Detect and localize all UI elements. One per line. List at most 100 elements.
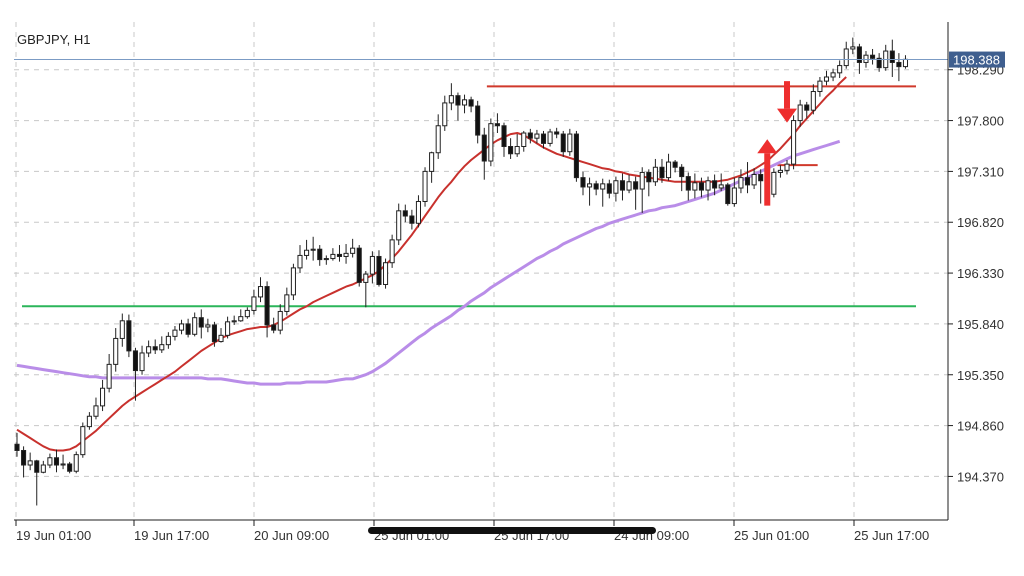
candle [317, 245, 323, 266]
candle-body [369, 255, 375, 275]
candle-body [718, 184, 724, 189]
candle [383, 258, 389, 289]
candle [791, 115, 797, 170]
candle-body [53, 457, 60, 466]
candle [692, 173, 698, 199]
y-tick-label: 197.310 [957, 164, 1004, 179]
y-tick-label: 195.840 [957, 317, 1004, 332]
candle [67, 461, 73, 474]
candle-body [336, 253, 343, 257]
candle-body [205, 324, 211, 328]
scrollbar-thumb[interactable] [368, 527, 656, 534]
candle-body [350, 247, 356, 254]
current-price-tag-label: 198.388 [953, 53, 1000, 68]
candle-body [633, 181, 639, 190]
candle [633, 176, 639, 210]
candle-body [494, 123, 500, 127]
candle [376, 250, 382, 287]
candle [211, 321, 217, 347]
y-axis-ticks: 194.370 194.860 195.350 195.840 196.330 196.8… [948, 63, 1004, 484]
candle [119, 313, 125, 347]
candle [797, 99, 803, 127]
candle-body [198, 317, 204, 328]
candle-body [60, 463, 66, 466]
candle [330, 248, 336, 261]
candle-body [86, 415, 92, 428]
candle-body [271, 324, 277, 331]
candle-body [47, 457, 53, 466]
current-price-tag: 198.388 [949, 51, 1005, 68]
candle-body [810, 91, 816, 111]
candle [659, 158, 665, 183]
candle [481, 127, 487, 180]
candle [146, 340, 152, 358]
candle-body [455, 95, 461, 106]
candle [231, 315, 237, 325]
candle [284, 287, 290, 316]
candle [527, 128, 533, 144]
candle-body [356, 247, 362, 283]
candle [804, 101, 810, 119]
candle [870, 48, 876, 65]
candle [14, 432, 20, 457]
y-tick-label: 194.860 [957, 419, 1004, 434]
candle [47, 453, 53, 469]
candle-body [297, 254, 303, 269]
candle [488, 118, 494, 167]
horizontal-levels [22, 85, 916, 308]
candle [264, 281, 270, 338]
candle [271, 317, 277, 334]
candle-body [573, 133, 579, 179]
candle-body [192, 317, 198, 335]
candle-body [304, 249, 310, 256]
candle-body [692, 182, 698, 191]
candle [744, 162, 751, 194]
candle [619, 173, 626, 201]
candle-body [442, 102, 448, 127]
candle [685, 172, 691, 201]
candle-body [856, 46, 862, 63]
candle [389, 234, 395, 268]
candle-body [554, 131, 560, 135]
candle-body [139, 352, 145, 372]
candle-body [659, 166, 665, 179]
candle-body [626, 181, 632, 191]
y-tick-label: 196.330 [957, 266, 1004, 281]
arrow-shaft [784, 81, 791, 109]
candle-body [889, 50, 895, 63]
candle [93, 397, 99, 420]
candle-body [257, 286, 264, 298]
candle [580, 171, 586, 196]
candle-body [797, 104, 803, 122]
candle [652, 158, 658, 186]
x-tick-label: 25 Jun 01:00 [734, 528, 809, 543]
candle-body [639, 171, 645, 190]
candle-body [896, 61, 902, 68]
candle-body [244, 309, 250, 318]
candle [251, 289, 257, 315]
candle-body [501, 125, 507, 147]
candle-body [264, 286, 270, 326]
candle-body [435, 125, 441, 154]
candle-body [396, 210, 402, 241]
candle [422, 167, 428, 207]
candle-body [751, 174, 757, 186]
candle-body [178, 323, 185, 331]
candle-body [165, 335, 171, 346]
candle [830, 68, 836, 82]
candle [758, 169, 764, 204]
candle-body [725, 184, 731, 205]
candle [731, 177, 737, 207]
y-tick-label: 195.350 [957, 368, 1004, 383]
candle [468, 96, 474, 113]
candle-body [21, 449, 27, 466]
candle [80, 422, 86, 458]
candle [73, 451, 79, 474]
candle-body [652, 166, 658, 183]
candle-body [823, 76, 830, 82]
candle [698, 177, 704, 198]
x-tick-label: 25 Jun 17:00 [854, 528, 929, 543]
candle [626, 174, 632, 194]
candle [113, 328, 119, 372]
x-tick-label: 19 Jun 17:00 [134, 528, 209, 543]
